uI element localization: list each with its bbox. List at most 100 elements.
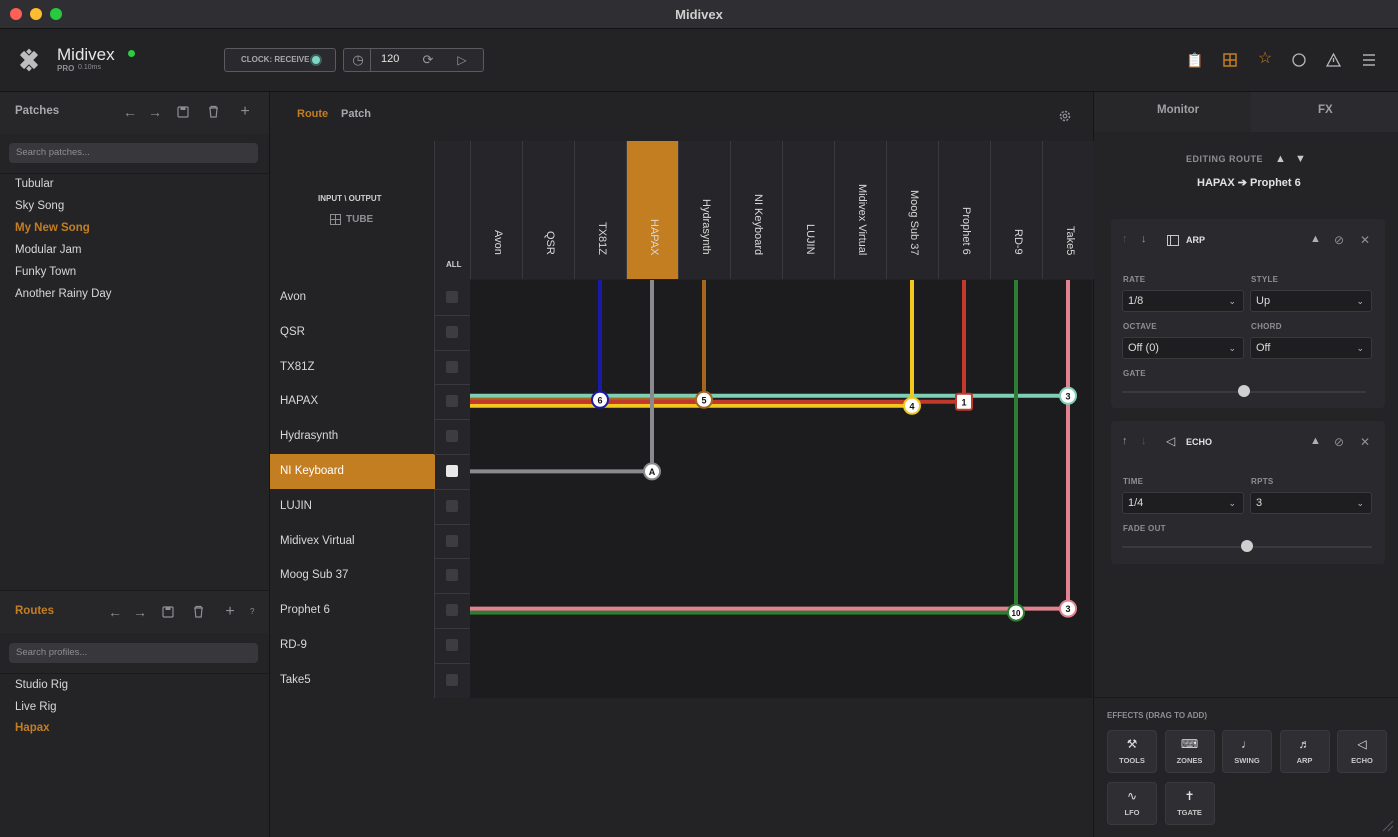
trash-icon[interactable] [208,105,219,118]
effect-echo-button[interactable]: ◁ ECHO [1337,730,1387,773]
output-column-header[interactable]: RD-9 [990,141,1042,279]
input-row-label[interactable]: Prophet 6 [280,604,330,617]
clipboard-icon[interactable]: 📋 [1186,52,1204,68]
input-row-label[interactable]: Midivex Virtual [280,534,355,547]
output-column-header[interactable]: QSR [522,141,574,279]
back-arrow-icon[interactable]: ← [123,104,137,120]
arp-gate-knob[interactable] [1238,385,1250,397]
route-all-checkbox[interactable] [446,360,458,373]
routes-save-icon[interactable] [162,606,174,618]
input-row-label[interactable]: Moog Sub 37 [280,569,349,582]
circle-icon[interactable] [1292,53,1306,67]
echo-bypass-icon[interactable]: ⊘ [1334,435,1345,449]
route-all-checkbox[interactable] [446,673,458,686]
output-column-header[interactable]: HAPAX [626,141,678,279]
patches-search-input[interactable]: Search patches... [9,143,258,163]
tempo-value[interactable]: 120 [381,53,400,65]
route-all-checkbox[interactable] [446,430,458,443]
route-all-checkbox[interactable] [446,325,458,338]
forward-arrow-icon[interactable]: → [148,104,162,120]
effect-lfo-button[interactable]: ∿ LFO [1107,782,1157,825]
patch-item[interactable]: My New Song [15,222,90,234]
route-profile-item[interactable]: Live Rig [15,700,57,713]
echo-move-up-icon[interactable]: ↑ [1122,435,1128,447]
arp-collapse-icon[interactable]: ▲ [1310,233,1321,245]
output-column-header[interactable]: NI Keyboard [730,141,782,279]
zoom-window-button[interactable] [50,8,62,20]
all-column-header[interactable]: ALL [434,141,470,279]
add-patch-icon[interactable]: + [240,103,250,120]
patch-item[interactable]: Another Rainy Day [15,288,112,300]
output-column-header[interactable]: LUJIN [782,141,834,279]
patch-item[interactable]: Tubular [15,178,54,190]
arp-remove-icon[interactable]: ✕ [1360,233,1371,247]
arp-move-down-icon[interactable]: ↓ [1141,233,1147,245]
input-row-label[interactable]: Hydrasynth [280,430,339,443]
output-column-header[interactable]: Avon [470,141,522,279]
profiles-search-input[interactable]: Search profiles... [9,643,258,663]
play-icon[interactable]: ▷ [457,53,467,67]
input-row-label[interactable]: NI Keyboard [270,454,435,489]
arp-rate-select[interactable]: 1/8 ⌄ [1122,290,1244,312]
effect-tgate-button[interactable]: ✝ TGATE [1164,782,1215,825]
echo-move-down-icon[interactable]: ↓ [1141,435,1147,447]
echo-rpts-select[interactable]: 3 ⌄ [1250,492,1372,514]
save-icon[interactable] [177,106,189,118]
arp-style-select[interactable]: Up ⌄ [1250,290,1372,312]
arp-move-up-icon[interactable]: ↑ [1122,233,1128,245]
tab-monitor[interactable]: Monitor [1094,92,1251,132]
tab-route[interactable]: Route [297,108,329,120]
arp-bypass-icon[interactable]: ⊘ [1334,233,1345,247]
patch-item[interactable]: Sky Song [15,200,65,212]
route-all-checkbox[interactable] [446,639,458,651]
clock-receive-button[interactable]: CLOCK: RECEIVE [224,48,336,72]
input-row-label[interactable]: RD-9 [280,639,307,651]
grid-icon[interactable] [1223,53,1237,67]
output-column-header[interactable]: Moog Sub 37 [886,141,938,279]
route-all-checkbox[interactable] [446,499,458,512]
patch-item[interactable]: Funky Town [15,266,77,278]
input-row-label[interactable]: TX81Z [280,360,315,373]
patch-item[interactable]: Modular Jam [15,244,82,256]
route-profile-item[interactable]: Studio Rig [15,679,69,691]
sync-icon[interactable]: ⟳ [422,52,434,67]
output-column-header[interactable]: TX81Z [574,141,626,279]
effect-tools-button[interactable]: ⚒ TOOLS [1107,730,1157,773]
close-window-button[interactable] [10,8,22,20]
route-all-checkbox[interactable] [446,291,458,303]
minimize-window-button[interactable] [30,8,42,20]
route-all-checkbox[interactable] [446,534,458,547]
input-row-label[interactable]: QSR [280,325,305,338]
output-column-header[interactable]: Midivex Virtual [834,141,886,279]
effect-swing-button[interactable]: ♩ SWING [1222,730,1272,773]
route-all-checkbox[interactable] [446,569,458,582]
echo-remove-icon[interactable]: ✕ [1360,435,1371,449]
menu-icon[interactable] [1362,54,1376,66]
output-column-header[interactable]: Take5 [1042,141,1094,279]
settings-gear-icon[interactable] [1058,109,1072,123]
tab-patch[interactable]: Patch [341,108,371,120]
input-row-label[interactable]: HAPAX [280,395,319,408]
input-row-label[interactable]: LUJIN [280,499,312,512]
output-column-header[interactable]: Hydrasynth [678,141,730,279]
input-row-label[interactable]: Take5 [280,673,311,686]
add-route-icon[interactable]: + [225,603,235,620]
echo-time-select[interactable]: 1/4 ⌄ [1122,492,1244,514]
resize-grip-icon[interactable] [1380,818,1394,832]
echo-collapse-icon[interactable]: ▲ [1310,435,1321,447]
route-all-checkbox[interactable] [446,604,458,617]
route-all-checkbox[interactable] [446,465,458,477]
echo-fade-knob[interactable] [1241,540,1253,552]
route-profile-item[interactable]: Hapax [15,722,50,734]
star-icon[interactable]: ☆ [1257,50,1273,67]
warning-icon[interactable] [1326,53,1341,67]
effect-zones-button[interactable]: ⌨ ZONES [1164,730,1215,773]
effect-arp-button[interactable]: ♬ ARP [1279,730,1330,773]
input-row-label[interactable]: Avon [280,291,307,303]
arp-octave-select[interactable]: Off (0) ⌄ [1122,337,1244,359]
route-all-checkbox[interactable] [446,395,458,408]
routes-forward-arrow-icon[interactable]: → [133,604,147,620]
help-icon[interactable]: ? [250,607,255,616]
output-column-header[interactable]: Prophet 6 [938,141,990,279]
tab-fx[interactable]: FX [1251,92,1398,132]
